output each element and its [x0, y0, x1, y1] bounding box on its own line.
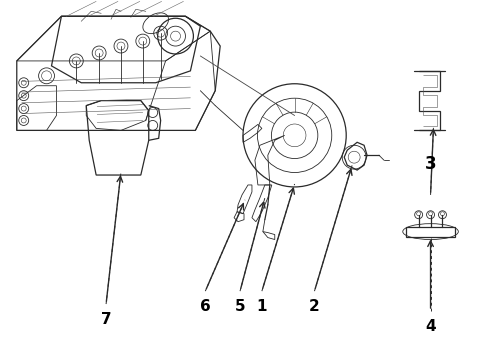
Text: 2: 2: [309, 299, 320, 314]
Text: 6: 6: [200, 299, 211, 314]
Text: 5: 5: [235, 299, 245, 314]
Text: 4: 4: [425, 319, 436, 334]
Text: 1: 1: [257, 299, 267, 314]
Text: 7: 7: [101, 312, 111, 327]
Text: 3: 3: [425, 155, 437, 173]
